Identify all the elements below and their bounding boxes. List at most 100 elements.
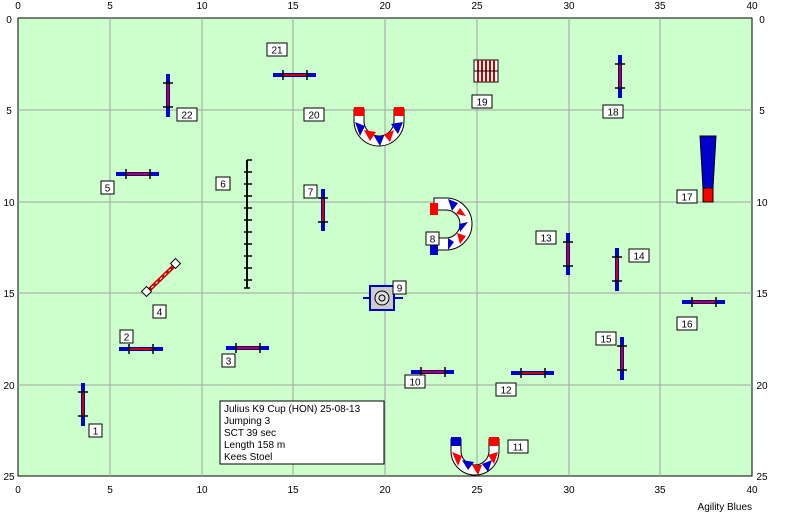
y-tick-left-25: 25 [3, 472, 15, 483]
y-tick-right-20: 20 [756, 381, 768, 392]
number-label-19: 19 [471, 94, 493, 109]
obstacle-1-jump [78, 383, 88, 426]
number-label-6: 6 [215, 176, 231, 191]
number-11-text: 11 [513, 443, 524, 454]
x-tick-top-20: 20 [379, 1, 391, 12]
y-tick-right-25: 25 [756, 472, 768, 483]
y-tick-left-20: 20 [3, 381, 15, 392]
x-tick-top-15: 15 [287, 1, 299, 12]
obstacle-19-wall [473, 59, 499, 83]
obstacle-11-tunnel [450, 437, 500, 476]
x-tick-top-0: 0 [15, 1, 21, 12]
number-22-text: 22 [181, 111, 193, 122]
number-7-text: 7 [308, 188, 314, 199]
obstacle-14-jump [612, 248, 622, 291]
number-label-8: 8 [425, 231, 440, 246]
number-label-20: 20 [303, 107, 325, 122]
number-12-text: 12 [500, 386, 512, 397]
x-tick-top-35: 35 [654, 1, 666, 12]
number-1-text: 1 [93, 427, 99, 438]
number-label-5: 5 [100, 180, 115, 195]
obstacle-7-jump [318, 189, 328, 231]
number-2-text: 2 [124, 333, 130, 344]
number-13-text: 13 [540, 234, 552, 245]
obstacle-15-jump [617, 337, 627, 380]
number-label-15: 15 [595, 331, 617, 346]
number-label-13: 13 [535, 230, 557, 245]
course-judge: Kees Stoel [224, 452, 272, 463]
number-8-text: 8 [430, 235, 436, 246]
number-18-text: 18 [607, 108, 619, 119]
x-tick-bottom-30: 30 [563, 485, 575, 496]
obstacle-17-chute [699, 135, 717, 203]
y-tick-left-0: 0 [6, 15, 12, 26]
y-tick-left-5: 5 [6, 106, 12, 117]
number-3-text: 3 [226, 357, 232, 368]
number-label-10: 10 [404, 374, 426, 389]
number-14-text: 14 [633, 252, 645, 263]
obstacle-4-long-jump [140, 257, 182, 298]
number-6-text: 6 [220, 180, 226, 191]
y-tick-right-5: 5 [759, 106, 765, 117]
x-tick-bottom-0: 0 [15, 485, 21, 496]
y-tick-right-10: 10 [756, 198, 768, 209]
number-label-18: 18 [602, 104, 624, 119]
course-length: Length 158 m [224, 440, 285, 451]
x-tick-top-5: 5 [107, 1, 113, 12]
obstacle-16-jump [682, 297, 725, 307]
course-class: Jumping 3 [224, 416, 271, 427]
obstacle-18-jump [615, 55, 625, 98]
course-sct: SCT 39 sec [224, 428, 276, 439]
x-tick-top-10: 10 [196, 1, 208, 12]
x-tick-bottom-40: 40 [746, 485, 758, 496]
x-tick-top-25: 25 [471, 1, 483, 12]
x-tick-bottom-35: 35 [654, 485, 666, 496]
obstacle-6-weave-poles [244, 159, 252, 289]
y-tick-right-0: 0 [759, 15, 765, 26]
number-21-text: 21 [271, 46, 283, 57]
number-label-22: 22 [176, 107, 198, 122]
obstacle-8-tunnel [430, 197, 473, 255]
x-tick-bottom-15: 15 [287, 485, 299, 496]
obstacle-21-jump [273, 70, 316, 80]
number-20-text: 20 [308, 111, 320, 122]
course-info-box: Julius K9 Cup (HON) 25-08-13 Jumping 3 S… [219, 400, 385, 465]
obstacle-2-jump [119, 344, 163, 354]
number-9-text: 9 [397, 284, 403, 295]
number-label-12: 12 [495, 382, 517, 397]
number-label-3: 3 [221, 353, 236, 368]
obstacle-5-jump [116, 169, 159, 179]
x-tick-bottom-5: 5 [107, 485, 113, 496]
number-label-4: 4 [152, 304, 167, 319]
x-tick-bottom-25: 25 [471, 485, 483, 496]
y-tick-right-15: 15 [756, 289, 768, 300]
number-label-7: 7 [303, 184, 318, 199]
x-tick-top-30: 30 [563, 1, 575, 12]
number-label-14: 14 [628, 248, 650, 263]
x-tick-bottom-20: 20 [379, 485, 391, 496]
y-tick-left-10: 10 [3, 198, 15, 209]
obstacle-20-tunnel [353, 107, 405, 147]
course-title: Julius K9 Cup (HON) 25-08-13 [224, 404, 361, 415]
x-tick-top-40: 40 [746, 1, 758, 12]
obstacle-9-table [363, 285, 403, 311]
obstacle-12-jump [511, 368, 554, 378]
number-label-17: 17 [676, 189, 698, 204]
number-label-11: 11 [507, 439, 529, 454]
y-tick-left-15: 15 [3, 289, 15, 300]
obstacle-13-jump [563, 233, 573, 275]
x-tick-bottom-10: 10 [196, 485, 208, 496]
obstacle-3-jump [226, 343, 269, 353]
number-15-text: 15 [600, 335, 612, 346]
number-label-9: 9 [392, 280, 407, 295]
software-credit: Agility Blues [698, 502, 752, 513]
number-5-text: 5 [105, 184, 111, 195]
obstacle-22-jump [163, 74, 173, 117]
number-19-text: 19 [476, 98, 488, 109]
number-10-text: 10 [409, 378, 421, 389]
number-label-1: 1 [88, 423, 103, 438]
number-label-2: 2 [119, 329, 134, 344]
number-label-21: 21 [266, 42, 288, 57]
number-16-text: 16 [681, 320, 693, 331]
